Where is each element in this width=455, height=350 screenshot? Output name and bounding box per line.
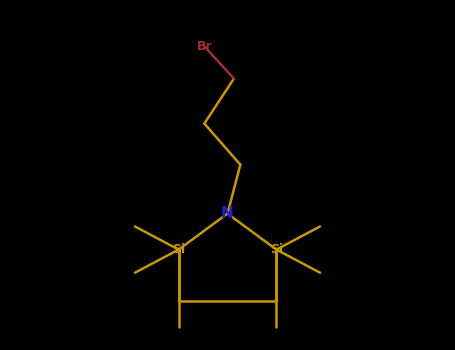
Text: Si: Si (172, 243, 185, 256)
Text: Br: Br (197, 40, 212, 53)
Text: N: N (221, 206, 234, 221)
Text: Si: Si (270, 243, 283, 256)
